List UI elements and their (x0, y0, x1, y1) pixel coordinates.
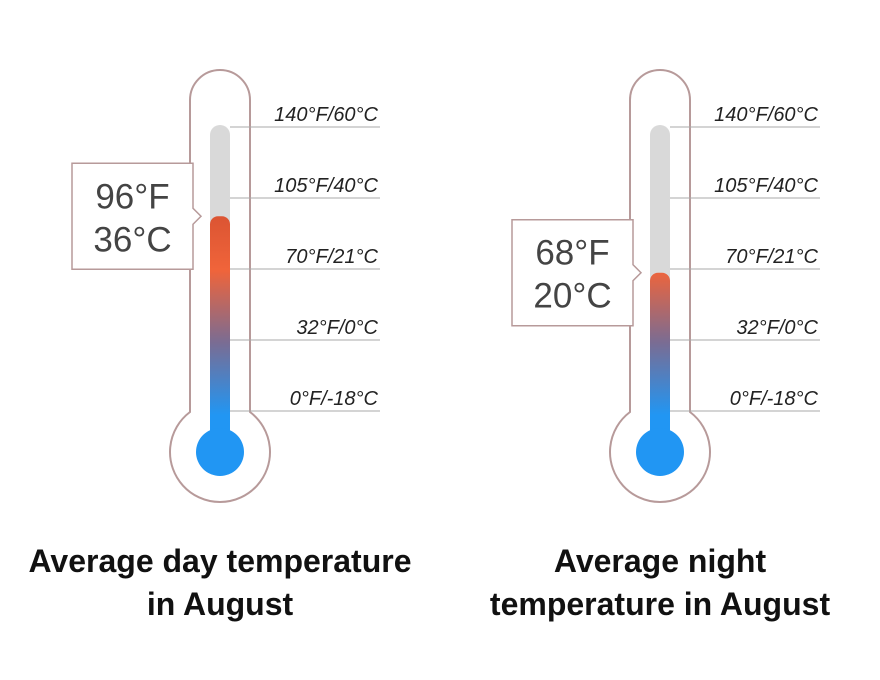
fill-bar (210, 216, 230, 452)
value-label-celsius: 20°C (533, 277, 611, 316)
value-label: 68°F (535, 234, 609, 273)
y-tick-label: 70°F/21°C (285, 246, 378, 268)
y-tick-label: 105°F/40°C (274, 175, 378, 197)
y-tick-label: 70°F/21°C (725, 246, 818, 268)
y-tick-label: 105°F/40°C (714, 175, 818, 197)
y-tick-label: 140°F/60°C (274, 104, 378, 126)
chart-title: Average night temperature in August (489, 543, 831, 622)
value-box (511, 218, 643, 327)
value-label-celsius: 36°C (93, 220, 171, 259)
y-tick-label: 32°F/0°C (736, 317, 818, 339)
chart-title: Average day temperature in August (28, 543, 412, 622)
y-tick-label: 0°F/-18°C (730, 388, 819, 410)
y-tick-label: 32°F/0°C (296, 317, 378, 339)
fill-bar (650, 272, 670, 452)
bulb (196, 428, 244, 476)
value-box (71, 162, 203, 271)
bulb (636, 428, 684, 476)
y-tick-label: 140°F/60°C (714, 104, 818, 126)
y-tick-label: 0°F/-18°C (290, 388, 379, 410)
value-label: 96°F (95, 177, 169, 216)
